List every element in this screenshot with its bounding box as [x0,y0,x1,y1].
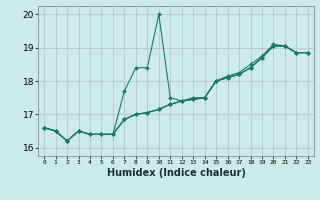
X-axis label: Humidex (Indice chaleur): Humidex (Indice chaleur) [107,168,245,178]
